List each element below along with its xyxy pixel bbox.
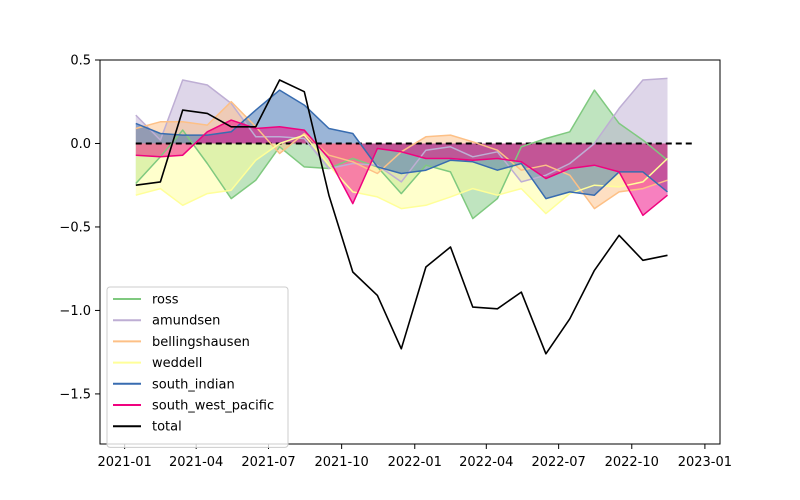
legend-label-total: total	[152, 420, 182, 435]
legend-label-bellingshausen: bellingshausen	[152, 335, 250, 350]
legend-label-south_west_pacific: south_west_pacific	[152, 399, 274, 414]
y-tick-label: −1.5	[59, 387, 91, 402]
x-tick-label: 2022-01	[388, 455, 442, 470]
x-tick-label: 2021-01	[97, 455, 151, 470]
x-tick-label: 2021-04	[169, 455, 223, 470]
x-tick-label: 2022-07	[531, 455, 585, 470]
y-tick-label: 0.0	[70, 137, 91, 152]
y-tick-label: 0.5	[70, 54, 91, 69]
legend-label-ross: ross	[152, 293, 179, 308]
legend-label-south_indian: south_indian	[152, 377, 235, 392]
y-tick-label: −0.5	[59, 220, 91, 235]
x-tick-label: 2022-10	[605, 455, 659, 470]
legend-label-weddell: weddell	[152, 356, 202, 371]
y-axis: 0.5 0.0 −0.5 −1.0 −1.5	[59, 54, 100, 403]
legend-label-amundsen: amundsen	[152, 314, 220, 329]
x-tick-label: 2021-07	[241, 455, 295, 470]
y-tick-label: −1.0	[59, 304, 91, 319]
x-tick-label: 2021-10	[314, 455, 368, 470]
x-tick-label: 2022-04	[459, 455, 513, 470]
legend: ross amundsen bellingshausen weddell south_i…	[107, 287, 288, 447]
x-tick-label: 2023-01	[678, 455, 732, 470]
